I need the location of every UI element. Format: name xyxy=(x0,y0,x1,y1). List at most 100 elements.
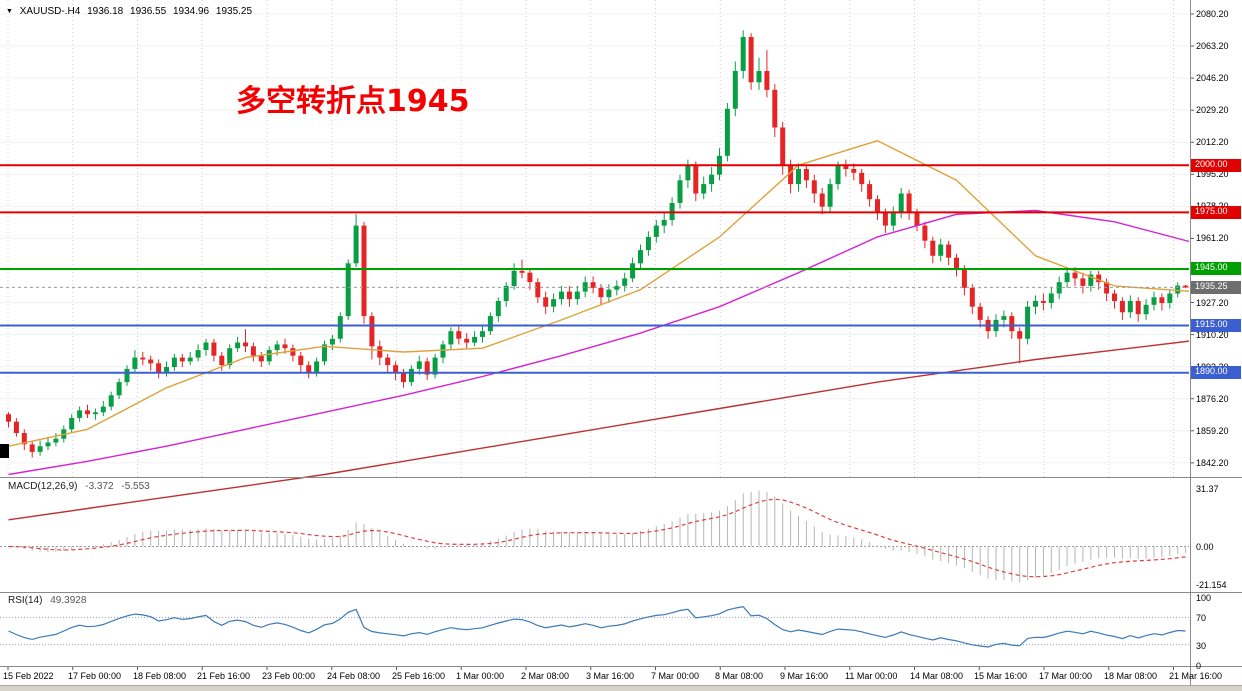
candle-body xyxy=(875,199,880,213)
candle-body xyxy=(511,270,517,286)
time-tick-label: 21 Mar 16:00 xyxy=(1169,671,1223,681)
time-tick-label: 18 Feb 08:00 xyxy=(133,671,187,681)
price-tick-label: 1842.20 xyxy=(1196,458,1229,468)
candle-body xyxy=(495,301,501,317)
candle-body xyxy=(274,344,280,351)
candle-body xyxy=(100,406,106,413)
candle-body xyxy=(369,316,375,347)
candle-body xyxy=(1056,282,1062,294)
candle-body xyxy=(503,285,509,301)
candle-body xyxy=(882,212,888,226)
rsi-axis-label: 70 xyxy=(1196,613,1207,623)
annotation-text[interactable]: 多空转折点1945 xyxy=(236,84,470,119)
candle-body xyxy=(1009,316,1015,332)
candle-body xyxy=(977,306,983,320)
macd-rsi-separator[interactable] xyxy=(0,592,1242,593)
ohlc-open: 1936.18 xyxy=(87,6,124,17)
candle-body xyxy=(645,236,651,251)
symbol-timeframe-label: XAUUSD-.H4 xyxy=(19,6,81,17)
candle-body xyxy=(898,193,904,213)
candle-body xyxy=(306,365,312,373)
price-tag-1975.00: 1975.00 xyxy=(1191,206,1241,219)
main-macd-separator[interactable] xyxy=(0,477,1242,478)
candle-body xyxy=(448,331,454,345)
candle-body xyxy=(77,410,83,418)
candle-body xyxy=(1175,285,1181,294)
candle-body xyxy=(788,165,794,185)
candle-body xyxy=(282,344,288,349)
candle-body xyxy=(45,442,51,447)
candle-body xyxy=(756,71,762,83)
candle-body xyxy=(701,184,707,194)
candle-body xyxy=(803,169,809,181)
candle-body xyxy=(219,355,225,366)
candle-body xyxy=(867,184,873,200)
candle-body xyxy=(969,287,975,307)
candle-body xyxy=(614,285,620,290)
candle-body xyxy=(1072,272,1078,279)
candle-body xyxy=(961,269,967,288)
candle-body xyxy=(148,359,154,364)
candle-body xyxy=(653,225,659,237)
candle-body xyxy=(250,346,256,356)
time-tick-label: 14 Mar 08:00 xyxy=(910,671,964,681)
macd-main-value: -3.372 xyxy=(85,481,114,492)
candle-body xyxy=(890,212,896,226)
candle-body xyxy=(638,250,643,264)
time-tick-label: 15 Feb 2022 xyxy=(3,671,54,681)
candle-body xyxy=(930,240,936,256)
time-tick-label: 7 Mar 00:00 xyxy=(651,671,700,681)
candle-body xyxy=(53,438,59,443)
candle-body xyxy=(140,357,146,360)
macd-label: MACD(12,26,9) -3.372 -5.553 xyxy=(8,481,155,492)
price-tick-label: 1910.20 xyxy=(1196,330,1229,340)
price-tag-1945.00: 1945.00 xyxy=(1191,262,1241,275)
candle-body xyxy=(1040,301,1046,303)
candle-body xyxy=(859,172,865,185)
candle-body xyxy=(203,342,209,350)
candle-body xyxy=(124,368,130,383)
time-tick-label: 23 Feb 00:00 xyxy=(262,671,316,681)
price-tag-1890.00: 1890.00 xyxy=(1191,366,1241,379)
candle-body xyxy=(187,357,193,362)
macd-axis-label: 0.00 xyxy=(1196,542,1214,552)
candle-body xyxy=(290,348,296,356)
candle-body xyxy=(1048,293,1054,303)
price-tick-label: 2063.20 xyxy=(1196,41,1229,51)
candle-body xyxy=(1135,301,1141,315)
candle-body xyxy=(954,257,959,269)
candle-body xyxy=(1127,301,1133,313)
candle-body xyxy=(266,350,272,362)
candle-body xyxy=(195,350,201,358)
macd-histogram xyxy=(15,490,1187,583)
rsi-value: 49.3928 xyxy=(50,595,87,606)
bottom-border-strip xyxy=(0,685,1242,691)
ma-mid-magenta xyxy=(8,209,1189,476)
candle-body xyxy=(211,342,217,356)
macd-name: MACD(12,26,9) xyxy=(8,481,78,492)
candle-body xyxy=(487,316,493,332)
candle-body xyxy=(353,225,359,264)
price-tick-label: 1876.20 xyxy=(1196,394,1229,404)
candle-body xyxy=(116,382,122,396)
macd-axis-label: 31.37 xyxy=(1196,484,1219,494)
candle-body xyxy=(661,219,667,226)
ohlc-low: 1934.96 xyxy=(172,6,210,17)
candle-body xyxy=(1088,274,1094,286)
candle-body xyxy=(432,357,438,375)
candle-body xyxy=(922,225,928,241)
candle-body xyxy=(527,272,533,283)
candle-body xyxy=(1167,293,1173,303)
macd-signal-line xyxy=(8,498,1186,578)
candle-body xyxy=(164,367,169,373)
candle-body xyxy=(235,342,241,349)
candle-body xyxy=(464,338,470,343)
candle-body xyxy=(906,193,912,213)
candle-body xyxy=(732,71,738,109)
candle-body xyxy=(914,212,920,226)
price-tick-label: 1995.20 xyxy=(1196,169,1229,179)
chart-begin-marker xyxy=(0,444,9,458)
rsi-name: RSI(14) xyxy=(8,595,43,606)
candle-body xyxy=(566,291,572,300)
